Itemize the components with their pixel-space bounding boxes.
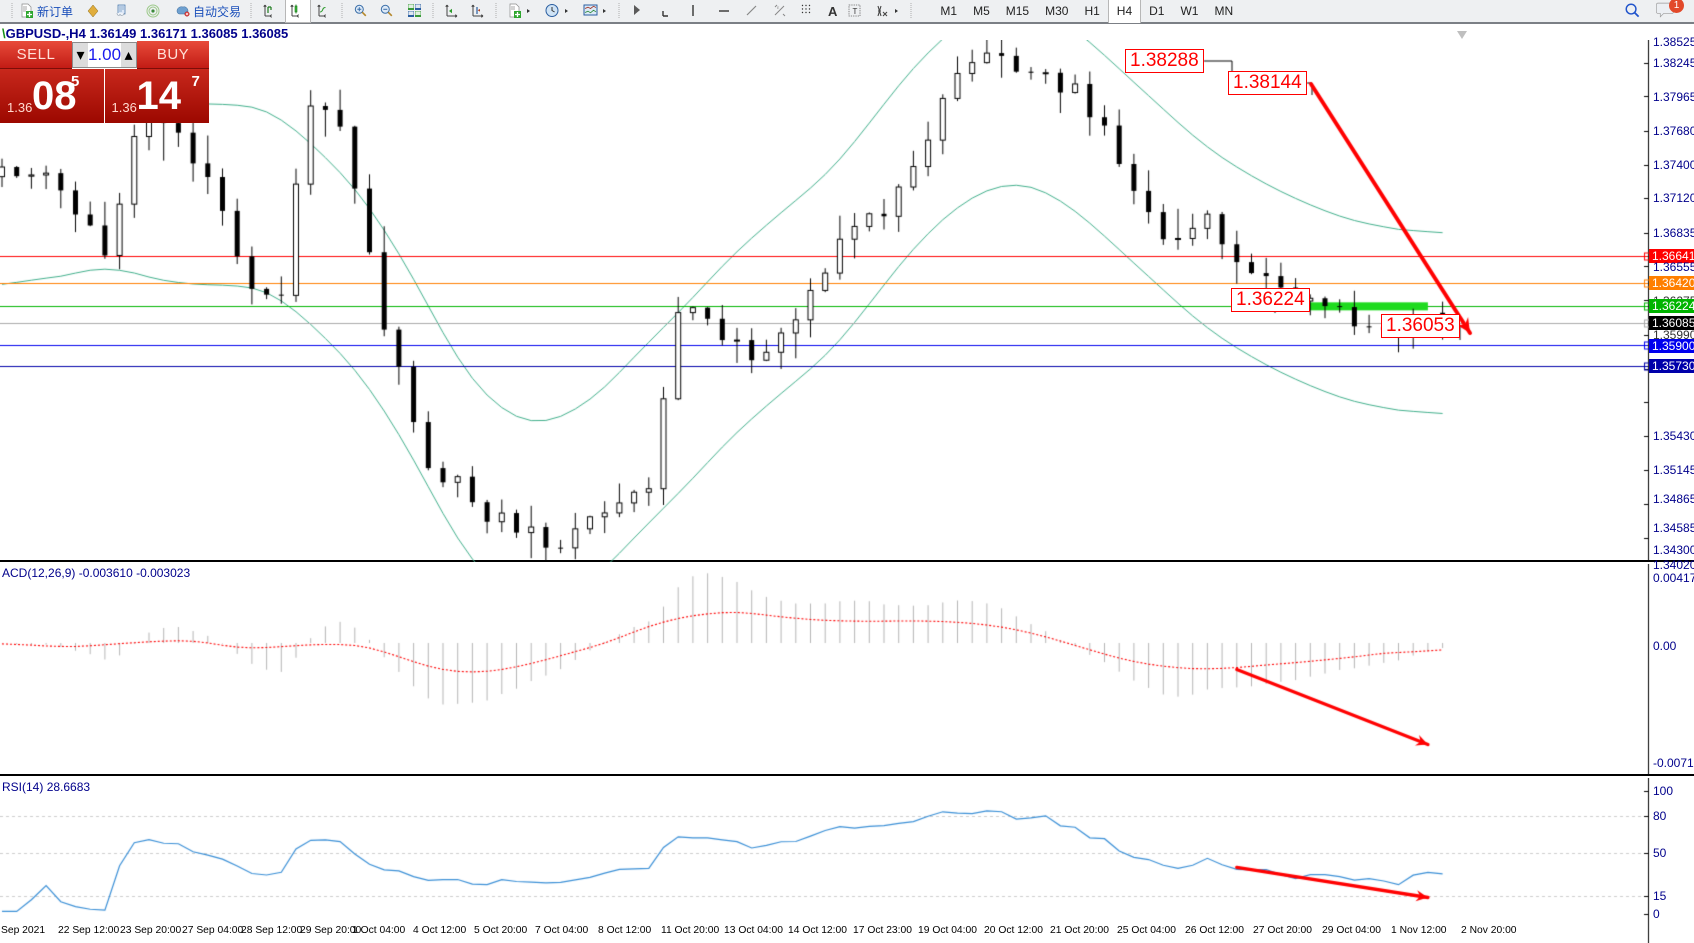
svg-text:E: E xyxy=(777,6,780,10)
svg-text:T: T xyxy=(853,7,858,16)
